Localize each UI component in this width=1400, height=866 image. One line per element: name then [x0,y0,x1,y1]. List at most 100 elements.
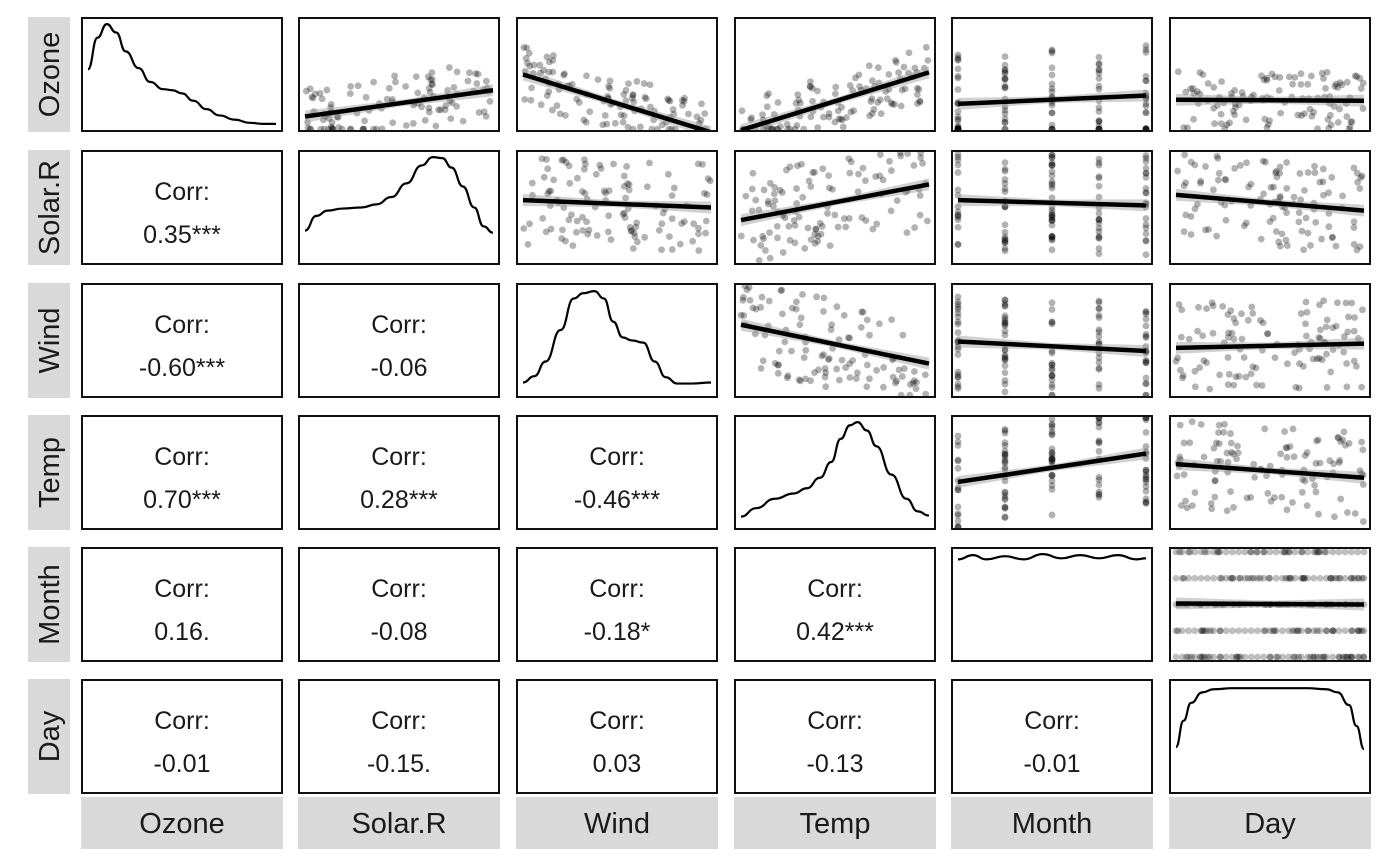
corr-value: 0.70*** [143,486,221,514]
row-strip-bg [28,679,70,794]
data-point [1334,299,1341,307]
data-point [845,155,853,163]
data-point [1172,357,1180,365]
data-point [702,229,709,237]
data-point [1283,184,1291,192]
data-point [1217,110,1225,118]
data-point [838,356,846,364]
data-point [910,162,918,169]
data-point [1247,574,1255,582]
data-point [807,236,815,244]
data-point [1095,74,1103,82]
data-point [1341,653,1349,661]
data-point [1269,214,1277,222]
data-point [678,96,686,104]
data-point [784,125,792,131]
data-point [1266,627,1274,635]
data-point [307,125,315,131]
data-point [1238,310,1245,318]
data-point [1290,453,1298,461]
data-point [620,209,628,217]
data-point [1048,125,1056,131]
data-point [1211,493,1219,501]
data-point [919,159,926,167]
data-point [1350,240,1358,248]
data-point [1222,574,1230,582]
data-point [900,365,908,372]
data-point [536,61,544,69]
data-point [346,125,354,131]
data-point [1235,574,1243,582]
data-point [1276,163,1284,171]
data-point [817,230,825,238]
data-point [814,237,822,245]
data-point [1291,548,1299,556]
corr-label: Corr: [154,311,210,339]
data-point [1176,548,1184,556]
data-point [1325,189,1333,197]
data-point [370,78,378,86]
data-point [1001,68,1009,76]
data-point [1233,653,1241,661]
data-point [1200,357,1208,365]
panel-border [1169,679,1371,794]
panel-border [951,283,1153,398]
data-point [954,510,962,518]
data-point [1001,103,1009,111]
data-point [1260,548,1268,556]
data-point [755,256,763,264]
data-point [1048,372,1056,379]
data-point [546,202,554,209]
data-point [1235,101,1243,109]
data-point [1048,47,1056,55]
panel-bg [299,416,499,529]
data-point [1356,467,1364,475]
data-point [1142,173,1150,181]
data-point [1095,161,1103,169]
data-point [883,95,891,103]
data-point [1178,548,1186,556]
data-point [1334,84,1341,91]
data-point [302,87,310,95]
data-point [1178,502,1185,509]
data-point [954,457,962,465]
data-point [622,86,630,94]
data-point [954,65,962,73]
data-point [610,160,617,168]
data-point [1252,364,1260,372]
data-point [327,104,335,111]
scatter-points [954,416,1150,529]
data-point [1247,653,1255,661]
data-point [888,316,896,323]
data-point [1221,175,1229,183]
data-point [1323,548,1330,556]
col-strip: Month [951,797,1153,849]
data-point [624,123,632,131]
data-point [1172,627,1180,635]
data-point [1318,69,1326,77]
data-point [1001,466,1009,473]
data-point [1213,548,1221,556]
data-point [1001,377,1009,384]
data-point [876,172,884,180]
data-point [1142,483,1150,490]
col-strip: Ozone [81,797,283,849]
data-point [1203,548,1211,556]
corr-label: Corr: [154,707,210,735]
corr-value: -0.60*** [139,354,225,382]
data-point [954,503,962,511]
data-point [757,364,765,372]
data-point [329,125,336,131]
data-point [793,121,801,129]
data-point [773,223,781,230]
data-point [1213,232,1221,240]
data-point [796,99,804,107]
data-point [794,162,801,170]
data-point [1095,314,1103,322]
data-point [1095,305,1103,313]
data-point [1356,653,1363,661]
data-point [526,220,533,228]
data-point [1001,356,1009,364]
data-point [1214,176,1222,184]
data-point [625,181,633,189]
